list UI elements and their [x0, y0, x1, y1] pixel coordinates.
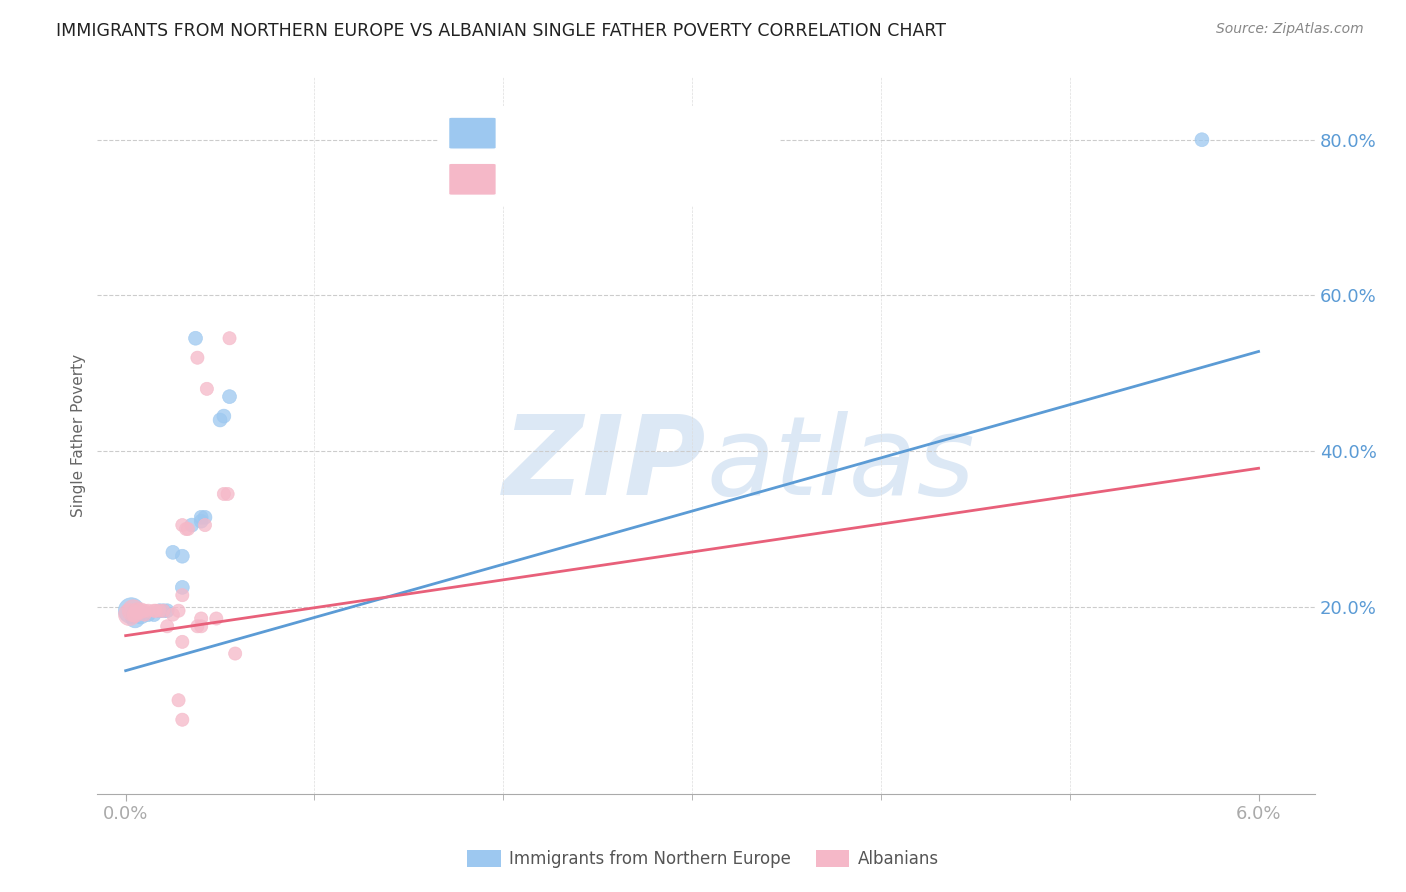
Point — [217, 487, 239, 501]
Point — [143, 604, 166, 618]
Point — [172, 549, 194, 564]
Point — [180, 518, 202, 533]
Point — [205, 611, 228, 625]
Point — [218, 390, 240, 404]
Legend: Immigrants from Northern Europe, Albanians: Immigrants from Northern Europe, Albania… — [461, 843, 945, 875]
Point — [162, 607, 184, 622]
Point — [167, 604, 190, 618]
Point — [120, 604, 142, 618]
Point — [190, 510, 212, 524]
Point — [145, 604, 167, 618]
Point — [212, 409, 235, 423]
Point — [224, 647, 246, 661]
Point — [129, 607, 152, 622]
Point — [172, 635, 194, 649]
Point — [134, 607, 156, 622]
Point — [177, 522, 200, 536]
Point — [124, 607, 146, 622]
Point — [172, 518, 194, 533]
Point — [194, 510, 217, 524]
Point — [1191, 133, 1213, 147]
Point — [194, 518, 217, 533]
Point — [212, 487, 235, 501]
Point — [162, 545, 184, 559]
Point — [136, 607, 159, 622]
Point — [218, 331, 240, 345]
Point — [174, 522, 197, 536]
Point — [118, 607, 141, 622]
Point — [143, 607, 166, 622]
Text: Source: ZipAtlas.com: Source: ZipAtlas.com — [1216, 22, 1364, 37]
Point — [195, 382, 218, 396]
Point — [172, 580, 194, 594]
Point — [122, 604, 145, 618]
Point — [136, 604, 159, 618]
Point — [125, 604, 148, 618]
Point — [156, 619, 179, 633]
Point — [156, 604, 179, 618]
Point — [152, 604, 174, 618]
Point — [190, 514, 212, 528]
Point — [186, 619, 208, 633]
Point — [152, 604, 174, 618]
Text: atlas: atlas — [706, 410, 974, 517]
Point — [149, 604, 172, 618]
Text: IMMIGRANTS FROM NORTHERN EUROPE VS ALBANIAN SINGLE FATHER POVERTY CORRELATION CH: IMMIGRANTS FROM NORTHERN EUROPE VS ALBAN… — [56, 22, 946, 40]
Point — [190, 611, 212, 625]
Point — [172, 588, 194, 602]
Point — [172, 713, 194, 727]
Point — [149, 604, 172, 618]
Point — [209, 413, 232, 427]
Point — [134, 604, 156, 618]
Point — [129, 604, 152, 618]
Point — [167, 693, 190, 707]
Y-axis label: Single Father Poverty: Single Father Poverty — [72, 354, 86, 517]
Point — [186, 351, 208, 365]
Text: ZIP: ZIP — [503, 410, 706, 517]
Point — [190, 619, 212, 633]
Point — [184, 331, 207, 345]
Point — [124, 611, 146, 625]
